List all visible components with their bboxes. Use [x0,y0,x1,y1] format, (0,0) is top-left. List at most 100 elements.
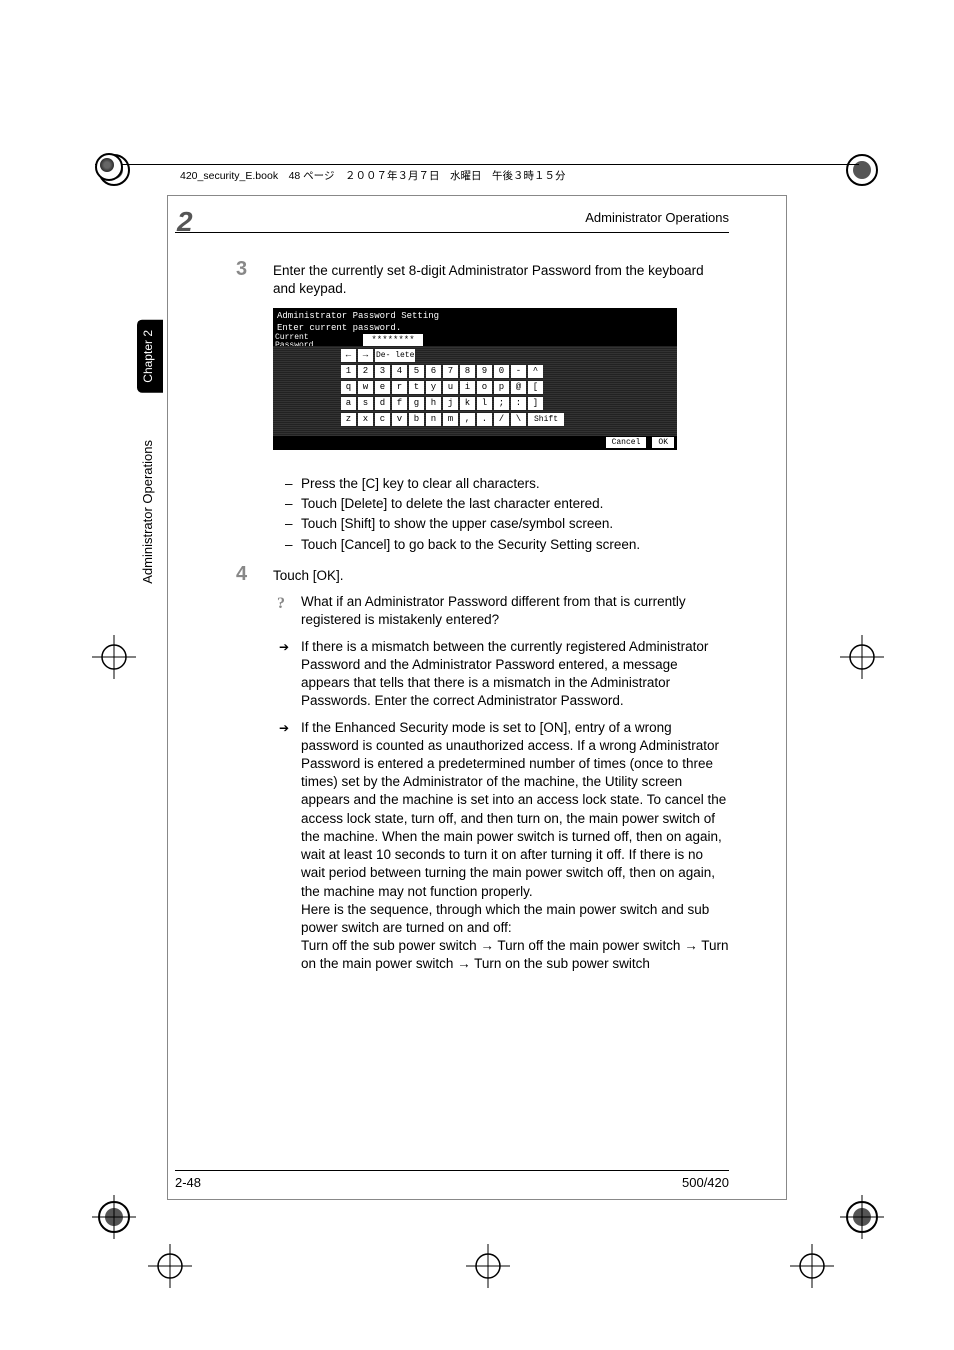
key-r: r [392,381,407,394]
key-4: 4 [392,365,407,378]
step4-answer1: If there is a mismatch between the curre… [273,638,729,711]
key-sym: @ [511,381,526,394]
step3-text: Enter the currently set 8-digit Administ… [273,262,729,298]
key-s: s [358,397,373,410]
key-i: i [460,381,475,394]
key-k: k [460,397,475,410]
key-h: h [426,397,441,410]
key-0: 0 [494,365,509,378]
key-2: 2 [358,365,373,378]
header-meta: 420_security_E.book 48 ページ ２００７年３月７日 水曜日… [180,168,565,183]
sidebar-section-label: Administrator Operations [137,430,158,594]
registration-mark [148,1244,192,1288]
key-x: x [358,413,373,426]
registration-mark [92,1195,136,1239]
key-o: o [477,381,492,394]
key-3: 3 [375,365,390,378]
key-sym: : [511,397,526,410]
key-sym: \ [511,413,526,426]
registration-mark [466,1244,510,1288]
key-u: u [443,381,458,394]
key-row-2: qwertyuiop@[ [341,381,677,394]
key-Shift: Shift [528,413,564,426]
key-sym: ^ [528,365,543,378]
key-sym: ← [341,349,356,362]
key-q: q [341,381,356,394]
running-head-rule [175,232,729,233]
footer-model: 500/420 [682,1175,729,1190]
a2-p3a: Turn off the sub power switch [301,938,480,953]
key-Desymsymlete: De- lete [375,349,415,362]
sidebar-chapter-tab: Chapter 2 [137,320,163,393]
key-sym: , [460,413,475,426]
key-f: f [392,397,407,410]
key-p: p [494,381,509,394]
key-sym: [ [528,381,543,394]
step3-notes: Press the [C] key to clear all character… [273,475,729,556]
key-6: 6 [426,365,441,378]
note-item: Touch [Shift] to show the upper case/sym… [273,515,729,533]
key-d: d [375,397,390,410]
note-item: Press the [C] key to clear all character… [273,475,729,493]
key-z: z [341,413,356,426]
password-screenshot: Administrator Password Setting Enter cur… [273,308,677,450]
key-sym: ] [528,397,543,410]
ok-button: OK [651,436,675,449]
scr-password-value: ******** [363,334,423,346]
key-8: 8 [460,365,475,378]
key-j: j [443,397,458,410]
footer-page: 2-48 [175,1175,201,1190]
a2-p3d: Turn on the sub power switch [471,956,650,971]
key-5: 5 [409,365,424,378]
key-row-3: asdfghjkl;:] [341,397,677,410]
header-fold-line [95,164,859,165]
registration-mark [92,635,136,679]
key-sym: . [477,413,492,426]
step4-answer2: If the Enhanced Security mode is set to … [273,719,729,974]
step4-text: Touch [OK]. [273,567,729,585]
registration-mark [840,148,884,192]
scr-title1: Administrator Password Setting [275,310,675,322]
key-7: 7 [443,365,458,378]
a2-p1: If the Enhanced Security mode is set to … [301,720,726,899]
key-m: m [443,413,458,426]
registration-mark [840,635,884,679]
page-footer: 2-48 500/420 [175,1170,729,1190]
chapter-number: 2 [177,206,193,238]
key-v: v [392,413,407,426]
key-l: l [477,397,492,410]
key-1: 1 [341,365,356,378]
key-y: y [426,381,441,394]
scr-footer: Cancel OK [605,436,675,449]
key-9: 9 [477,365,492,378]
key-c: c [375,413,390,426]
step4-question: What if an Administrator Password differ… [273,593,729,629]
key-sym: / [494,413,509,426]
registration-mark [790,1244,834,1288]
note-item: Touch [Delete] to delete the last charac… [273,495,729,513]
running-head: Administrator Operations [585,210,729,225]
key-sym: - [511,365,526,378]
step4-body: Touch [OK]. What if an Administrator Pas… [273,567,729,982]
key-a: a [341,397,356,410]
key-row-4: zxcvbnm,./\Shift [341,413,677,426]
key-g: g [409,397,424,410]
key-sym: ; [494,397,509,410]
key-w: w [358,381,373,394]
registration-mark [840,1195,884,1239]
key-n: n [426,413,441,426]
sidebar: Chapter 2 Administrator Operations [137,320,163,620]
step-number-4: 4 [236,563,247,586]
keyboard-area: ←→De- lete 1234567890-^ qwertyuiop@[ asd… [273,346,677,436]
a2-p3b: Turn off the main power switch [494,938,684,953]
a2-p2: Here is the sequence, through which the … [301,902,709,935]
step-number-3: 3 [236,258,247,281]
key-sym: → [358,349,373,362]
cancel-button: Cancel [605,436,648,449]
key-t: t [409,381,424,394]
key-b: b [409,413,424,426]
note-item: Touch [Cancel] to go back to the Securit… [273,536,729,554]
key-row-1: 1234567890-^ [341,365,677,378]
key-row-0: ←→De- lete [341,349,677,362]
key-e: e [375,381,390,394]
